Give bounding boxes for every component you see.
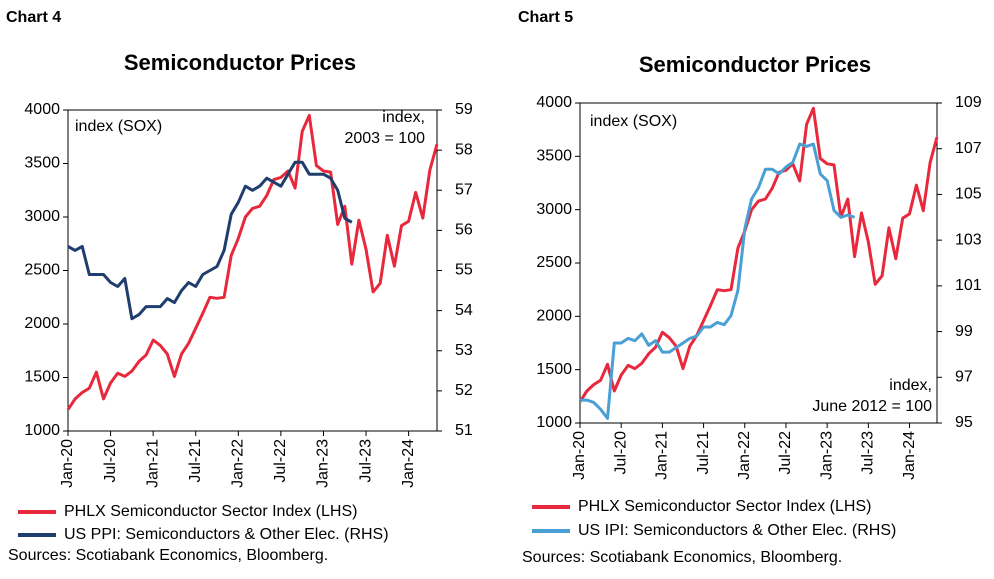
annotation: June 2012 = 100 [812, 398, 932, 415]
x-tick-label: Jan-24 [400, 439, 417, 488]
y-tick-label: 1500 [536, 361, 572, 378]
y-tick-label: 1500 [24, 369, 60, 386]
y-tick-label: 4000 [24, 101, 60, 118]
series-line [580, 142, 856, 420]
y-tick-label: 2000 [536, 308, 572, 325]
y2-tick-label: 99 [955, 323, 973, 340]
x-tick-label: Jan-22 [230, 439, 247, 488]
y-tick-label: 3500 [536, 148, 572, 165]
x-tick-label: Jan-20 [59, 439, 76, 488]
y2-tick-label: 59 [455, 101, 473, 118]
x-tick-label: Jul-20 [102, 439, 119, 483]
y-tick-label: 3000 [24, 208, 60, 225]
x-tick-label: Jul-20 [612, 431, 629, 475]
y2-tick-label: 56 [455, 222, 473, 239]
annotation: index (SOX) [590, 113, 677, 130]
x-tick-label: Jan-21 [654, 431, 671, 480]
series-line [66, 113, 439, 411]
y2-tick-label: 97 [955, 369, 973, 386]
x-tick-label: Jan-21 [144, 439, 161, 488]
x-tick-label: Jan-23 [315, 439, 332, 488]
annotation: index, [382, 109, 425, 126]
y2-tick-label: 95 [955, 414, 973, 431]
legend-label: PHLX Semiconductor Sector Index (LHS) [578, 498, 871, 515]
chart-title: Semiconductor Prices [639, 52, 871, 77]
y2-tick-label: 57 [455, 181, 473, 198]
y-tick-label: 3000 [536, 201, 572, 218]
source-note: Sources: Scotiabank Economics, Bloomberg… [8, 547, 328, 564]
y2-tick-label: 109 [955, 94, 982, 111]
x-tick-label: Jan-22 [736, 431, 753, 480]
y-tick-label: 3500 [24, 155, 60, 172]
chart-label: Chart 5 [518, 9, 573, 26]
y2-tick-label: 55 [455, 262, 473, 279]
legend-label: PHLX Semiconductor Sector Index (LHS) [64, 503, 357, 520]
y2-tick-label: 101 [955, 277, 982, 294]
chart-title: Semiconductor Prices [124, 50, 356, 75]
y2-tick-label: 103 [955, 231, 982, 248]
y2-tick-label: 54 [455, 302, 473, 319]
series-line [578, 106, 939, 403]
annotation: index, [889, 377, 932, 394]
x-tick-label: Jul-21 [187, 439, 204, 483]
y2-tick-label: 51 [455, 422, 473, 439]
y2-tick-label: 107 [955, 140, 982, 157]
y-tick-label: 2500 [24, 262, 60, 279]
source-note: Sources: Scotiabank Economics, Bloomberg… [522, 549, 842, 566]
chart-label: Chart 4 [6, 9, 61, 26]
x-tick-label: Jan-24 [901, 431, 918, 480]
x-tick-label: Jul-22 [272, 439, 289, 483]
x-tick-label: Jul-21 [695, 431, 712, 475]
y-tick-label: 2000 [24, 315, 60, 332]
y-tick-label: 2500 [536, 254, 572, 271]
x-tick-label: Jan-20 [571, 431, 588, 480]
y2-tick-label: 105 [955, 186, 982, 203]
legend-label: US IPI: Semiconductors & Other Elec. (RH… [578, 522, 896, 539]
series-line [67, 160, 353, 321]
y-tick-label: 1000 [24, 422, 60, 439]
y-tick-label: 4000 [536, 94, 572, 111]
annotation: index (SOX) [75, 118, 162, 135]
y2-tick-label: 53 [455, 342, 473, 359]
legend-label: US PPI: Semiconductors & Other Elec. (RH… [64, 526, 389, 543]
x-tick-label: Jan-23 [818, 431, 835, 480]
y2-tick-label: 58 [455, 141, 473, 158]
y2-tick-label: 52 [455, 382, 473, 399]
annotation: 2003 = 100 [344, 130, 425, 147]
y-tick-label: 1000 [536, 414, 572, 431]
x-tick-label: Jul-23 [860, 431, 877, 475]
x-tick-label: Jul-23 [357, 439, 374, 483]
x-tick-label: Jul-22 [777, 431, 794, 475]
